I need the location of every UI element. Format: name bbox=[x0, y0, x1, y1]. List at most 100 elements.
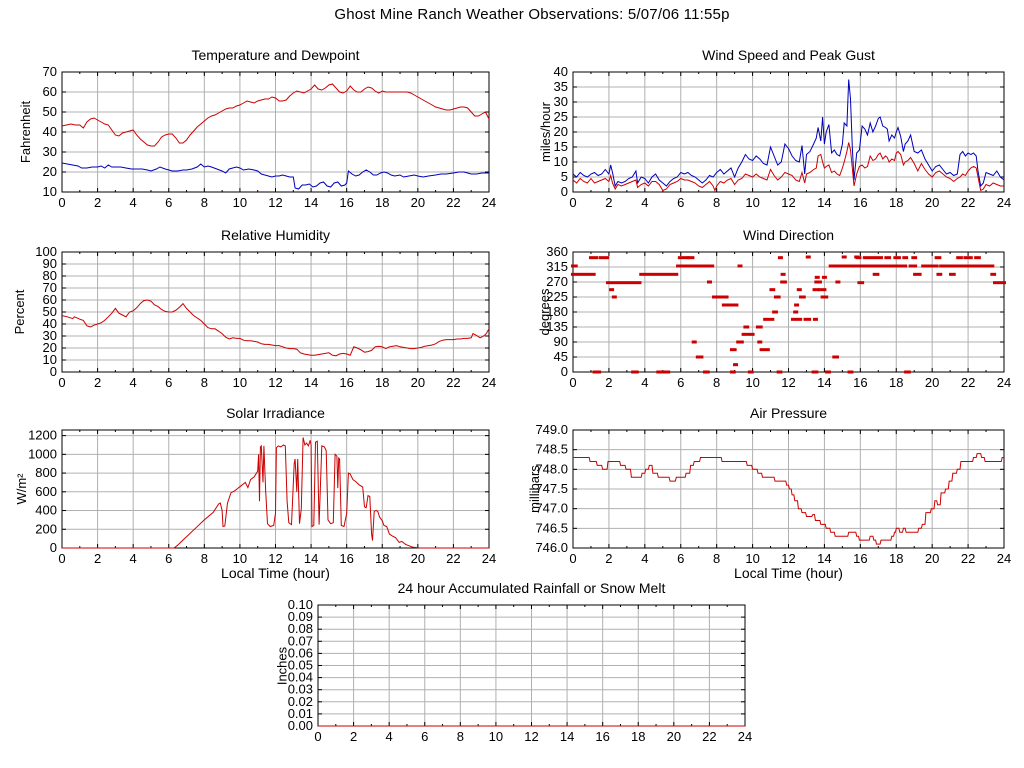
wind-direction-mark bbox=[852, 264, 865, 268]
x-tick-label: 4 bbox=[130, 551, 137, 566]
x-tick-label: 10 bbox=[233, 375, 247, 390]
wind-direction-mark bbox=[825, 370, 831, 374]
wind-direction-mark bbox=[990, 272, 997, 276]
x-tick-label: 14 bbox=[304, 551, 318, 566]
y-tick-label: 180 bbox=[546, 304, 568, 319]
x-tick-label: 12 bbox=[268, 375, 282, 390]
y-tick-label: 270 bbox=[546, 274, 568, 289]
y-tick-label: 60 bbox=[43, 84, 57, 99]
y-tick-label: 1200 bbox=[28, 428, 57, 443]
y-tick-label: 10 bbox=[43, 184, 57, 199]
wind-direction-mark bbox=[796, 288, 802, 292]
wind-direction-mark bbox=[705, 264, 715, 268]
wind-direction-mark bbox=[883, 264, 900, 268]
wind-direction-mark bbox=[606, 281, 642, 285]
y-tick-label: 0 bbox=[50, 540, 57, 555]
y-tick-label: 40 bbox=[554, 64, 568, 79]
y-tick-label: 0.01 bbox=[288, 706, 313, 721]
y-axis-label-percent: Percent bbox=[12, 289, 27, 335]
wind-direction-mark bbox=[913, 272, 922, 276]
wind-direction-mark bbox=[846, 264, 856, 268]
wind-direction-mark bbox=[717, 295, 723, 299]
x-tick-label: 12 bbox=[781, 195, 795, 210]
wind-direction-mark bbox=[814, 275, 820, 279]
wind-direction-mark bbox=[828, 264, 843, 268]
x-tick-label: 2 bbox=[350, 729, 357, 744]
wind-direction-mark bbox=[772, 310, 778, 314]
wind-direction-mark bbox=[759, 348, 770, 352]
page-title: Ghost Mine Ranch Weather Observations: 5… bbox=[334, 6, 730, 23]
wind-direction-mark bbox=[737, 264, 743, 268]
x-tick-label: 10 bbox=[233, 195, 247, 210]
wind-direction-mark bbox=[821, 275, 827, 279]
y-tick-label: 0 bbox=[50, 364, 57, 379]
x-tick-label: 20 bbox=[925, 551, 939, 566]
wind-direction-mark bbox=[729, 348, 737, 352]
x-tick-label: 12 bbox=[524, 729, 538, 744]
x-tick-label: 10 bbox=[233, 551, 247, 566]
relative-humidity-series bbox=[61, 299, 490, 357]
y-axis-label-degrees: degrees bbox=[537, 288, 552, 336]
x-tick-label: 22 bbox=[702, 729, 716, 744]
x-tick-label: 4 bbox=[641, 195, 648, 210]
wind-direction-mark bbox=[571, 272, 596, 276]
wind-direction-mark bbox=[777, 256, 783, 260]
x-tick-label: 4 bbox=[641, 375, 648, 390]
wind-direction-mark bbox=[631, 370, 639, 374]
wind-direction-mark bbox=[949, 272, 956, 276]
y-tick-label: 360 bbox=[546, 244, 568, 259]
y-tick-label: 600 bbox=[35, 484, 57, 499]
wind-direction-mark bbox=[743, 325, 750, 329]
chart-solar-plot: 0 2 4 6 8 10 12 14 16 18 20 22 240200400600800100012… bbox=[28, 428, 496, 566]
x-tick-label: 20 bbox=[411, 195, 425, 210]
x-tick-label: 18 bbox=[889, 375, 903, 390]
y-tick-label: 225 bbox=[546, 289, 568, 304]
x-tick-label: 16 bbox=[595, 729, 609, 744]
x-tick-label: 24 bbox=[482, 195, 496, 210]
wind-direction-mark bbox=[956, 256, 963, 260]
x-tick-label: 14 bbox=[817, 551, 831, 566]
x-tick-label: 18 bbox=[375, 375, 389, 390]
wind-direction-mark bbox=[677, 256, 690, 260]
y-tick-label: 749.0 bbox=[535, 422, 568, 437]
wind-direction-mark bbox=[676, 264, 692, 268]
x-tick-label: 16 bbox=[853, 375, 867, 390]
x-axis-label-local-time-solar: Local Time (hour) bbox=[221, 565, 330, 581]
wind-direction-mark bbox=[803, 317, 812, 321]
wind-direction-mark bbox=[780, 272, 786, 276]
solar-irradiance-series bbox=[62, 437, 489, 549]
x-tick-label: 2 bbox=[605, 195, 612, 210]
x-tick-label: 22 bbox=[961, 375, 975, 390]
wind-direction-mark bbox=[663, 370, 671, 374]
wind-direction-mark bbox=[763, 317, 775, 321]
wind-direction-mark bbox=[747, 370, 754, 374]
wind-direction-mark bbox=[939, 264, 961, 268]
y-tick-label: 15 bbox=[554, 139, 568, 154]
x-tick-label: 0 bbox=[569, 551, 576, 566]
y-tick-label: 40 bbox=[43, 316, 57, 331]
x-tick-label: 16 bbox=[853, 195, 867, 210]
wind-direction-mark bbox=[902, 256, 909, 260]
y-tick-label: 748.5 bbox=[535, 442, 568, 457]
wind-direction-mark bbox=[861, 264, 873, 268]
chart-title-solar-irradiance: Solar Irradiance bbox=[226, 405, 325, 421]
x-tick-label: 16 bbox=[339, 551, 353, 566]
x-tick-label: 6 bbox=[421, 729, 428, 744]
wind-direction-mark bbox=[736, 340, 744, 344]
x-axis-label-local-time-pressure: Local Time (hour) bbox=[734, 565, 843, 581]
wind-direction-mark bbox=[639, 272, 679, 276]
x-tick-label: 2 bbox=[94, 551, 101, 566]
y-tick-label: 10 bbox=[43, 352, 57, 367]
wind-direction-mark bbox=[984, 264, 995, 268]
wind-direction-mark bbox=[921, 264, 939, 268]
x-tick-label: 18 bbox=[889, 195, 903, 210]
wind-direction-mark bbox=[794, 303, 800, 307]
x-tick-label: 24 bbox=[738, 729, 752, 744]
x-tick-label: 8 bbox=[713, 195, 720, 210]
x-tick-label: 14 bbox=[304, 375, 318, 390]
y-tick-label: 10 bbox=[554, 154, 568, 169]
wind-direction-mark bbox=[805, 255, 811, 259]
chart-hum-plot: 0 2 4 6 8 10 12 14 16 18 20 22 240102030405060708090… bbox=[35, 244, 496, 390]
y-tick-label: 70 bbox=[43, 64, 57, 79]
